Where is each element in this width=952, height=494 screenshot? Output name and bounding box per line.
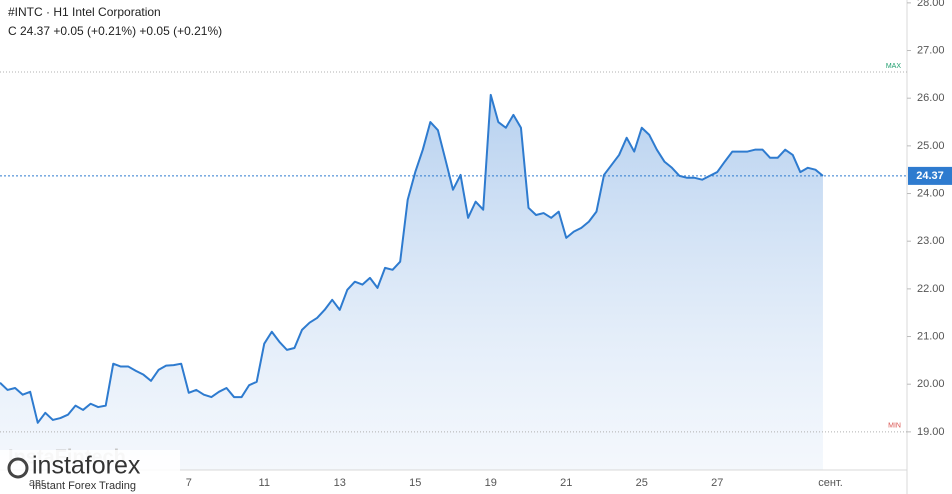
- y-tick-label: 24.00: [917, 187, 945, 199]
- logo-icon: [7, 457, 29, 479]
- x-tick-label: 25: [636, 477, 648, 489]
- x-tick-label: 15: [409, 477, 421, 489]
- x-tick-label: 7: [186, 477, 192, 489]
- logo-tagline: Instant Forex Trading: [32, 480, 136, 492]
- x-tick-label: 27: [711, 477, 723, 489]
- x-tick-label: 13: [334, 477, 346, 489]
- y-tick-label: 19.00: [917, 426, 945, 438]
- y-tick-label: 27.00: [917, 44, 945, 56]
- x-tick-label: сент.: [818, 477, 843, 489]
- line: [0, 93, 824, 424]
- y-tick-label: 23.00: [917, 235, 945, 247]
- x-tick-label: 11: [259, 477, 270, 489]
- y-tick-label: 21.00: [917, 330, 945, 342]
- y-tick-label: 22.00: [917, 283, 945, 295]
- plot: [0, 93, 824, 471]
- last-price-box: [908, 166, 952, 185]
- area: [0, 94, 823, 471]
- x-tick-label: 21: [560, 477, 572, 489]
- logo-box: [0, 450, 180, 494]
- chart-title: #INTC · H1 Intel Corporation: [8, 5, 161, 19]
- chart-subtitle: C 24.37 +0.05 (+0.21%) +0.05 (+0.21%): [8, 24, 222, 38]
- max-line-label: MAX: [886, 63, 902, 70]
- min-line-label: MIN: [888, 423, 901, 430]
- x-tick-label: 19: [485, 477, 497, 489]
- logo-name: instaforex: [32, 452, 141, 480]
- y-tick-label: 28.00: [917, 0, 945, 9]
- last-price-label: 24.37: [916, 170, 944, 182]
- y-tick-label: 20.00: [917, 378, 945, 390]
- x-tick-label: авг.: [29, 477, 47, 489]
- y-tick-label: 26.00: [917, 92, 945, 104]
- y-tick-label: 25.00: [917, 140, 945, 152]
